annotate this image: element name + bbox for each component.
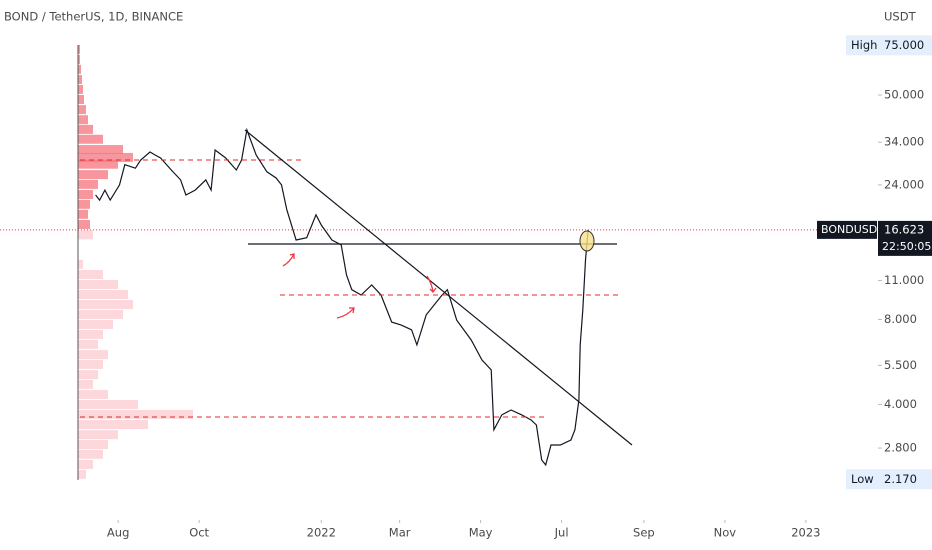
- volume-bar: [78, 115, 88, 125]
- arrow: [336, 307, 355, 319]
- volume-bar: [78, 190, 93, 200]
- volume-bar: [78, 409, 193, 419]
- volume-bar: [78, 350, 108, 360]
- volume-bar: [78, 152, 133, 162]
- y-tick-label: 2.800: [884, 441, 917, 455]
- volume-bar: [78, 339, 98, 349]
- volume-bar: [78, 64, 81, 74]
- volume-bar: [78, 124, 93, 134]
- volume-bar: [78, 54, 80, 64]
- x-tick-label: Oct: [189, 526, 209, 540]
- symbol-box: [817, 220, 877, 239]
- volume-bar: [78, 170, 108, 180]
- volume-bar: [78, 419, 148, 429]
- volume-bar: [78, 84, 83, 94]
- arrow: [426, 275, 437, 293]
- volume-bar: [78, 319, 113, 329]
- volume-bar: [78, 289, 128, 299]
- volume-bar: [78, 389, 108, 399]
- volume-bar: [78, 300, 133, 310]
- volume-bar: [78, 159, 118, 169]
- volume-bar: [78, 449, 103, 459]
- volume-bar: [78, 209, 88, 219]
- volume-bar: [78, 95, 84, 105]
- volume-bar: [78, 230, 93, 240]
- volume-bar: [78, 199, 90, 209]
- x-tick-label: May: [469, 526, 493, 540]
- volume-bar: [78, 75, 82, 85]
- y-tick-label: 50.000: [884, 88, 924, 102]
- y-tick-label: 4.000: [884, 397, 917, 411]
- volume-bar: [78, 270, 103, 280]
- high-value: 75.000: [884, 38, 924, 52]
- volume-bar: [78, 359, 103, 369]
- y-tick-label: 11.000: [884, 273, 924, 287]
- high-box: [846, 35, 932, 56]
- volume-bar: [78, 469, 86, 479]
- symbol-label: BONDUSDT: [821, 223, 884, 236]
- x-tick-label: Jul: [554, 526, 569, 540]
- x-tick-label: Mar: [389, 526, 411, 540]
- volume-bar: [78, 145, 123, 155]
- volume-bar: [78, 309, 123, 319]
- countdown-label: 22:50:05: [882, 240, 931, 253]
- x-tick-label: Nov: [714, 526, 737, 540]
- high-name: High: [851, 38, 877, 52]
- chart-title: BOND / TetherUS, 1D, BINANCE: [4, 10, 183, 24]
- price-label: 16.623: [884, 222, 924, 236]
- volume-bar: [78, 279, 118, 289]
- volume-bar: [78, 379, 93, 389]
- volume-bar: [78, 134, 103, 144]
- volume-bar: [78, 179, 98, 189]
- price-line: [95, 127, 589, 467]
- y-tick-label: 34.000: [884, 135, 924, 149]
- x-tick-label: Aug: [107, 526, 129, 540]
- currency-label: USDT: [884, 10, 917, 24]
- low-value: 2.170: [884, 472, 917, 486]
- trend-line: [244, 129, 633, 446]
- x-tick-label: 2022: [307, 526, 336, 540]
- volume-bar: [78, 399, 138, 409]
- volume-bar: [78, 219, 90, 229]
- low-name: Low: [851, 472, 874, 486]
- highlight: [579, 230, 595, 252]
- price-box: [878, 220, 932, 256]
- volume-bar: [78, 44, 80, 54]
- y-tick-label: 8.000: [884, 312, 917, 326]
- x-tick-label: 2023: [791, 526, 820, 540]
- volume-bar: [78, 329, 103, 339]
- volume-bar: [78, 370, 98, 380]
- volume-bar: [78, 259, 83, 269]
- plot: [0, 44, 932, 479]
- volume-bar: [78, 105, 86, 115]
- volume-bar: [78, 430, 118, 440]
- volume-bar: [78, 440, 108, 450]
- arrow: [282, 253, 295, 267]
- y-tick-label: 24.000: [884, 177, 924, 191]
- low-box: [846, 469, 932, 490]
- volume-bar: [78, 459, 93, 469]
- x-tick-label: Sep: [633, 526, 655, 540]
- y-tick-label: 5.500: [884, 358, 917, 372]
